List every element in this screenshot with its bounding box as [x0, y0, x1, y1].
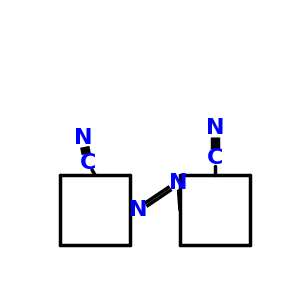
Text: N: N — [74, 128, 92, 148]
Text: N: N — [206, 118, 224, 138]
Text: N: N — [129, 200, 147, 220]
Text: C: C — [80, 153, 96, 173]
Text: N: N — [169, 173, 187, 193]
Text: C: C — [207, 148, 223, 168]
